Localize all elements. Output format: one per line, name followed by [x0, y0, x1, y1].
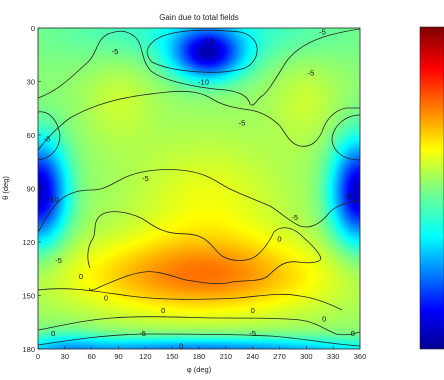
contour-label: 0: [277, 234, 281, 243]
x-axis-label: φ (deg): [187, 365, 212, 374]
contour-minus10-left: [38, 111, 61, 161]
contour-label: -10: [48, 195, 59, 204]
contour-minus5-upper: [38, 28, 360, 106]
contour-label: 0: [251, 306, 255, 315]
contour-minus5-middle: [38, 90, 360, 151]
y-axis-ticks: 0 30 60 90 120 150 180: [22, 24, 41, 354]
contour-label: -10: [344, 192, 355, 201]
contour-label: -10: [198, 78, 209, 87]
x-axis-ticks: 0 30 60 90 120 150 180 210 240 270 300 330 360: [36, 346, 366, 361]
contour-minus5-lower: [38, 169, 360, 233]
x-tick-label: 330: [327, 352, 340, 361]
y-tick-label: 120: [22, 238, 35, 247]
contour-zero-mid: [38, 288, 343, 311]
contour-lines: [38, 28, 360, 347]
x-tick-label: 360: [354, 352, 367, 361]
y-tick-label: 30: [27, 78, 35, 87]
y-tick-label: 180: [22, 345, 35, 354]
contour-label: 0: [104, 293, 108, 302]
contour-label: -5: [239, 119, 246, 128]
x-tick-label: 60: [87, 352, 95, 361]
contour-minus10-top: [146, 29, 258, 73]
x-tick-label: 90: [114, 352, 122, 361]
contour-label: -10: [203, 36, 214, 45]
contour-label: -5: [139, 329, 146, 338]
contour-label: -5: [142, 174, 149, 183]
contour-label: 0: [51, 329, 55, 338]
contour-minus10-right: [331, 114, 360, 161]
contour-label: -5: [55, 256, 62, 265]
y-tick-label: 60: [27, 131, 35, 140]
x-tick-label: 300: [300, 352, 313, 361]
contour-zero-lower: [38, 316, 360, 336]
contour-label: 0: [79, 272, 83, 281]
x-tick-label: 0: [36, 352, 40, 361]
contour-label: 0: [161, 306, 165, 315]
x-tick-label: 270: [273, 352, 286, 361]
contour-label: -5: [291, 213, 298, 222]
contour-zero-band: [87, 211, 322, 291]
contour-label: -5: [319, 28, 326, 37]
contour-minus5-bottom: [38, 333, 360, 347]
x-tick-label: 180: [193, 352, 206, 361]
x-tick-label: 240: [246, 352, 259, 361]
y-tick-label: 150: [22, 292, 35, 301]
x-tick-label: 120: [139, 352, 152, 361]
contour-label: -5: [249, 329, 256, 338]
contour-label: -5: [44, 135, 51, 144]
contour-label: -5: [307, 69, 314, 78]
y-tick-label: 0: [31, 24, 35, 33]
contour-label: 0: [322, 315, 326, 324]
contour-label: 0: [351, 329, 355, 338]
chart-title: Gain due to total fields: [159, 13, 239, 22]
x-tick-label: 150: [166, 352, 179, 361]
y-tick-label: 90: [27, 185, 35, 194]
colorbar: [419, 26, 444, 350]
contour-label: 0: [179, 341, 183, 350]
y-axis-label: θ (deg): [1, 176, 10, 200]
contour-labels: -10 -10 -5 -5 -5 -5 -5 -5 -10 -5 -5 -10 0 0 0 0 0 0 0 0 -5 -5…: [44, 28, 355, 351]
x-tick-label: 210: [220, 352, 233, 361]
heatmap-field: [38, 28, 360, 349]
contour-label: -5: [112, 47, 119, 56]
x-tick-label: 30: [61, 352, 69, 361]
